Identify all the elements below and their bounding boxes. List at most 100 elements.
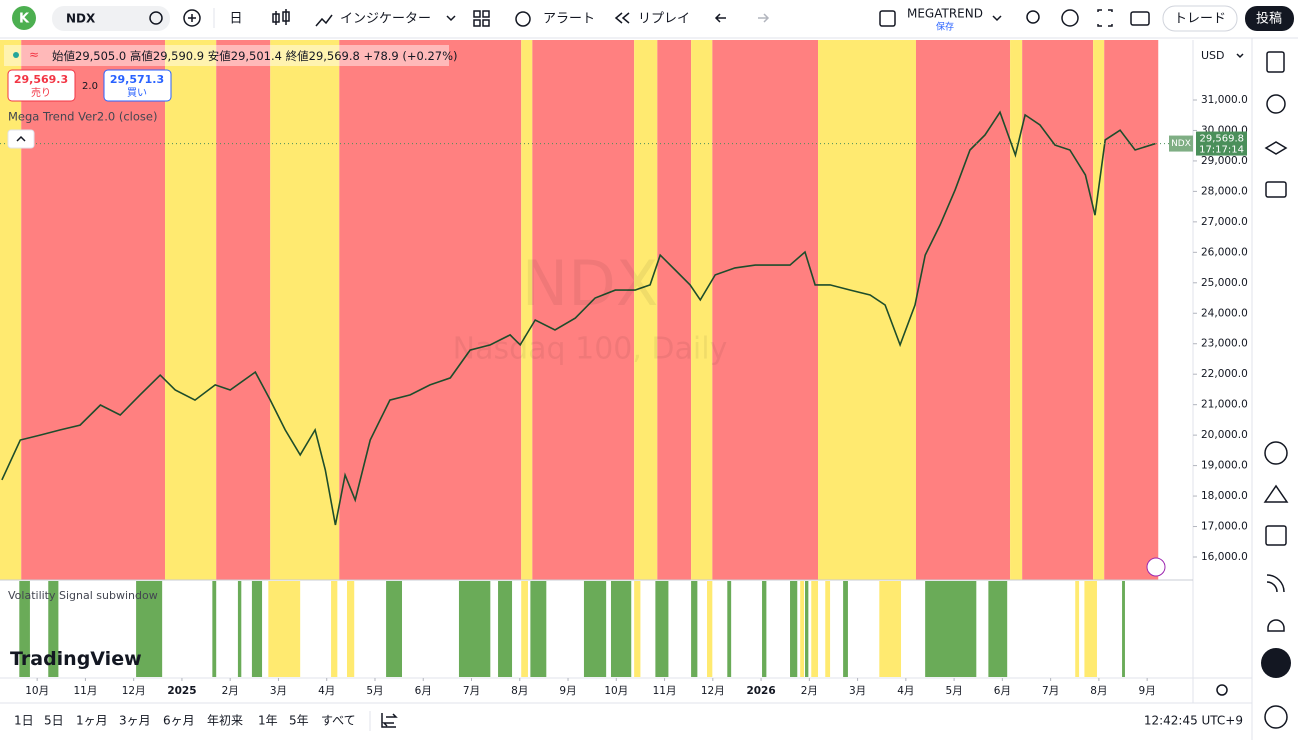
y-tick-label: 27,000.0 <box>1201 216 1248 228</box>
chart-type-icon[interactable] <box>272 9 290 25</box>
buy-price: 29,571.3 <box>110 73 164 86</box>
watchlist-icon[interactable] <box>1266 51 1285 73</box>
signal-band <box>48 581 59 677</box>
layers-icon[interactable] <box>1264 141 1288 155</box>
legend-bg <box>4 45 449 66</box>
layout-icon[interactable] <box>473 10 490 27</box>
trend-band <box>0 40 22 580</box>
sell-label: 売り <box>31 86 51 99</box>
target-icon[interactable] <box>1264 441 1288 465</box>
range-button[interactable]: 1年 <box>258 714 278 728</box>
layout-status: 保存 <box>936 21 954 33</box>
range-button[interactable]: 3ヶ月 <box>119 714 151 728</box>
search-icon[interactable] <box>1026 10 1040 24</box>
calendar-icon[interactable] <box>1265 525 1287 546</box>
signal-band <box>19 581 30 677</box>
trend-band <box>270 40 340 580</box>
chart-overlay: NDX Nasdaq 100, Daily ≈ 始値29,505.0 高値29,… <box>4 45 1166 670</box>
trend-band <box>691 40 713 580</box>
axis-settings[interactable] <box>1216 684 1228 696</box>
indicator-icon[interactable] <box>315 14 333 27</box>
x-tick-label: 2025 <box>167 685 196 697</box>
signal-band <box>237 581 242 677</box>
countdown: 17:17:14 <box>1199 145 1244 156</box>
symbol-icon[interactable] <box>149 11 163 25</box>
alert[interactable]: アラート <box>543 12 595 27</box>
signal-band <box>136 581 163 677</box>
redo[interactable] <box>758 13 770 23</box>
signal-band <box>530 581 547 677</box>
replay-icon[interactable] <box>614 12 630 24</box>
y-tick-label: 23,000.0 <box>1201 338 1248 350</box>
fullscreen-icon[interactable] <box>1097 9 1113 27</box>
trade-button[interactable] <box>1162 5 1238 32</box>
goto-icon[interactable] <box>381 713 398 728</box>
signal-band <box>331 581 338 677</box>
range-button[interactable]: すべて <box>321 714 356 728</box>
x-tick-label: 3月 <box>849 685 866 697</box>
range-button[interactable]: 1日 <box>14 714 34 728</box>
chevron[interactable] <box>446 15 456 22</box>
x-tick-label: 5月 <box>366 685 383 697</box>
signal-band <box>1084 581 1097 677</box>
help-icon[interactable] <box>1264 705 1288 729</box>
sell-button[interactable] <box>7 69 76 102</box>
clock[interactable]: 12:42:45 UTC+9 <box>1144 714 1243 728</box>
ideas-icon[interactable] <box>1263 484 1289 503</box>
stream-icon[interactable] <box>1266 574 1285 593</box>
alarm-icon[interactable] <box>1266 94 1286 114</box>
avatar[interactable] <box>12 6 36 30</box>
settings-icon[interactable] <box>1061 9 1079 27</box>
layout-name[interactable]: MEGATREND <box>907 7 983 21</box>
trend-band <box>1010 40 1023 580</box>
trade: トレード <box>1174 12 1226 27</box>
publish-button[interactable] <box>1245 6 1294 31</box>
snapshot-icon[interactable] <box>1130 11 1150 26</box>
range-button[interactable]: 5日 <box>44 714 64 728</box>
add-icon[interactable] <box>183 9 201 27</box>
collapse-button[interactable] <box>7 129 35 149</box>
status-dot <box>13 52 19 58</box>
signal-band <box>790 581 798 677</box>
chevron[interactable] <box>992 15 1002 22</box>
signal-band <box>458 581 491 677</box>
range-button[interactable]: 5年 <box>289 714 309 728</box>
signal-band <box>800 581 805 677</box>
chat-icon[interactable] <box>1265 181 1287 198</box>
chart-pane <box>0 40 1193 677</box>
undo[interactable] <box>714 13 726 23</box>
range-button[interactable]: 1ヶ月 <box>76 714 108 728</box>
x-tick-label: 11月 <box>73 685 97 697</box>
ohlc: 始値29,505.0 高値29,590.9 安値29,501.4 終値29,56… <box>52 49 458 63</box>
trend-band <box>634 40 658 580</box>
notification-icon[interactable] <box>1267 619 1285 632</box>
currency[interactable]: USD <box>1201 49 1225 62</box>
logo-text: TradingView <box>10 648 142 670</box>
y-tick-label: 22,000.0 <box>1201 368 1248 380</box>
symbol-search[interactable] <box>52 6 170 31</box>
interval[interactable]: 日 <box>229 12 242 27</box>
range-button[interactable]: 6ヶ月 <box>163 714 195 728</box>
range-button[interactable]: 年初来 <box>207 714 243 728</box>
trend-band <box>165 40 217 580</box>
trend-band <box>712 40 819 580</box>
indicators[interactable]: インジケーター <box>340 12 431 27</box>
replay[interactable]: リプレイ <box>638 12 690 27</box>
buy-button[interactable] <box>103 69 172 102</box>
publish: 投稿 <box>1256 11 1282 27</box>
signal-band <box>583 581 607 677</box>
symbol: NDX <box>66 12 96 26</box>
chevron[interactable] <box>1236 53 1244 59</box>
alert-icon[interactable] <box>515 11 531 27</box>
flash-icon[interactable] <box>1146 557 1166 577</box>
x-tick-label: 12月 <box>122 685 146 697</box>
layout-checkbox[interactable] <box>879 10 896 27</box>
x-tick-label: 10月 <box>604 685 628 697</box>
subwindow-name: Volatility Signal subwindow <box>8 589 158 602</box>
apps-button[interactable] <box>1261 648 1291 678</box>
y-tick-label: 29,000.0 <box>1201 155 1248 167</box>
x-tick-label: 11月 <box>653 685 677 697</box>
signal-band <box>268 581 301 677</box>
spread: 2.0 <box>82 81 98 92</box>
